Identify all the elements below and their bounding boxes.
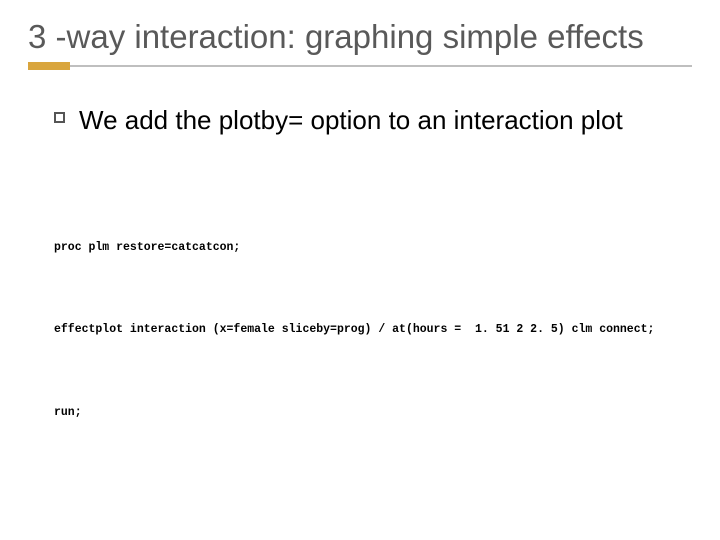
code-line-2: effectplot interaction (x=female sliceby… bbox=[54, 316, 692, 344]
title-block: 3 -way interaction: graphing simple effe… bbox=[28, 18, 692, 56]
rule-line bbox=[70, 65, 692, 67]
code-block: proc plm restore=catcatcon; effectplot i… bbox=[54, 178, 692, 482]
body: We add the plotby= option to an interact… bbox=[28, 104, 692, 482]
title-rule bbox=[28, 62, 692, 70]
slide-title: 3 -way interaction: graphing simple effe… bbox=[28, 18, 692, 56]
rule-accent bbox=[28, 62, 70, 70]
slide: 3 -way interaction: graphing simple effe… bbox=[0, 0, 720, 540]
code-line-1: proc plm restore=catcatcon; bbox=[54, 234, 692, 262]
bullet-text: We add the plotby= option to an interact… bbox=[79, 104, 623, 137]
code-line-3: run; bbox=[54, 399, 692, 427]
bullet-item: We add the plotby= option to an interact… bbox=[54, 104, 692, 137]
square-bullet-icon bbox=[54, 112, 65, 123]
